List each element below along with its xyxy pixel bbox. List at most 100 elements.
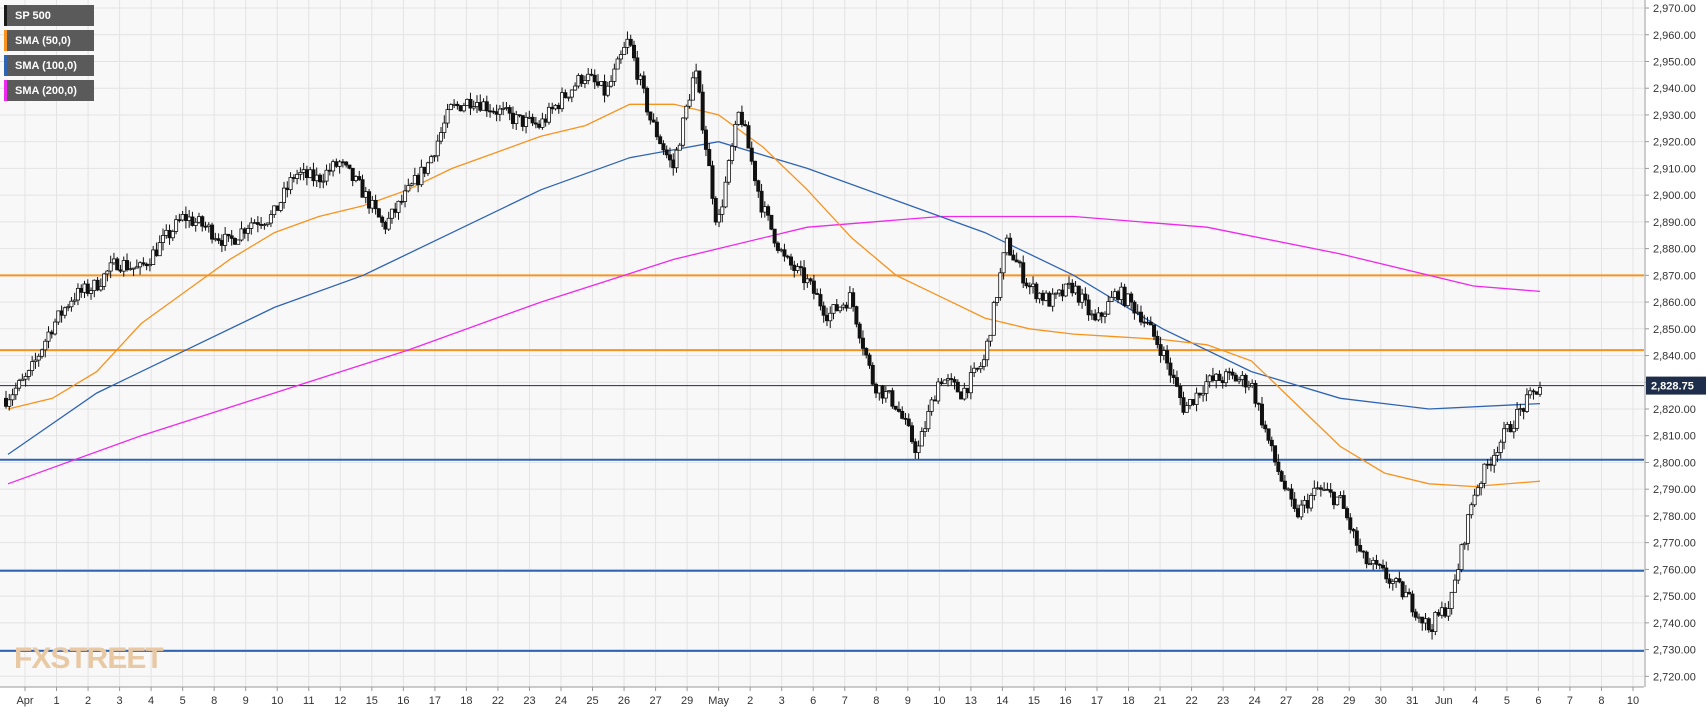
candle-body xyxy=(618,54,623,60)
x-tick-label: 3 xyxy=(779,695,785,707)
candle xyxy=(1008,233,1013,256)
candle-body xyxy=(949,378,954,380)
candle xyxy=(350,167,355,187)
sma-200-line xyxy=(7,215,1541,485)
candle xyxy=(1269,436,1274,452)
candle xyxy=(756,179,761,198)
candle-body xyxy=(860,337,865,349)
candle-body xyxy=(1302,500,1307,506)
candle-body xyxy=(373,199,378,210)
current-price-box xyxy=(1646,376,1706,395)
x-tick-label: 16 xyxy=(397,695,409,707)
candle xyxy=(30,356,35,376)
candle-body xyxy=(226,233,231,237)
candle xyxy=(599,81,604,87)
candle xyxy=(919,427,924,447)
candle xyxy=(268,210,273,227)
candle xyxy=(160,228,165,251)
candle-body xyxy=(772,228,777,244)
candle-body xyxy=(108,262,113,272)
candle-body xyxy=(1423,618,1428,624)
candle-body xyxy=(1021,262,1026,284)
candle-body xyxy=(1057,289,1062,294)
candle xyxy=(906,413,911,427)
candle xyxy=(1459,543,1464,573)
y-tick-label: 2,780.00 xyxy=(1653,511,1696,523)
x-tick-label: 10 xyxy=(933,695,945,707)
x-tick-label: 1 xyxy=(53,695,59,707)
candle-body xyxy=(1325,488,1330,491)
candle xyxy=(641,71,646,94)
candle-body xyxy=(399,200,404,203)
candle xyxy=(968,365,973,400)
candle-body xyxy=(236,239,241,245)
candle-body xyxy=(1034,283,1039,300)
candle xyxy=(700,84,705,134)
candle-body xyxy=(1004,237,1009,254)
candle-body xyxy=(1253,383,1258,404)
candle-body xyxy=(1112,291,1117,298)
candle xyxy=(406,178,411,193)
candle-body xyxy=(213,238,218,241)
candle-body xyxy=(1518,408,1523,410)
candle xyxy=(1237,376,1242,385)
candle-body xyxy=(105,270,110,275)
chart-legend: SP 500 SMA (50,0) SMA (100,0) SMA (200,0… xyxy=(4,5,94,105)
candle-body xyxy=(497,108,502,115)
candle xyxy=(1174,370,1179,388)
candle-body xyxy=(190,216,195,226)
candle-body xyxy=(291,177,296,179)
candle-body xyxy=(831,304,836,314)
candle-body xyxy=(1295,508,1300,518)
candle-body xyxy=(1027,285,1032,288)
candle xyxy=(62,306,67,319)
candle-body xyxy=(697,70,702,93)
candle-body xyxy=(1148,321,1153,326)
sma-50-line xyxy=(7,103,1541,488)
candle xyxy=(442,115,447,139)
candle xyxy=(815,288,820,295)
candle-body xyxy=(887,390,892,393)
x-tick-label: 27 xyxy=(1280,695,1292,707)
candle-body xyxy=(187,216,192,221)
candle-body xyxy=(1099,312,1104,317)
legend-item-sma50[interactable]: SMA (50,0) xyxy=(4,30,94,51)
candle xyxy=(439,126,444,145)
candle-body xyxy=(736,111,741,125)
candle-body xyxy=(7,399,12,407)
candle xyxy=(1083,287,1088,306)
candle xyxy=(746,121,751,149)
candle-body xyxy=(1479,482,1484,489)
x-tick-label: 14 xyxy=(996,695,1008,707)
candle-body xyxy=(880,385,885,399)
candle xyxy=(337,159,342,174)
candle-body xyxy=(759,190,764,213)
candle xyxy=(461,102,466,113)
candle-body xyxy=(1044,292,1049,301)
candle xyxy=(419,159,424,187)
legend-item-sp500[interactable]: SP 500 xyxy=(4,5,94,26)
candle-body xyxy=(1207,375,1212,383)
candle xyxy=(1125,293,1130,308)
candle-body xyxy=(432,155,437,158)
candle xyxy=(278,201,283,213)
candle-body xyxy=(1230,371,1235,376)
candle xyxy=(733,120,738,151)
candle-body xyxy=(596,81,601,86)
candle-body xyxy=(216,238,221,241)
candle xyxy=(373,194,378,215)
candle-body xyxy=(412,175,417,185)
candle-body xyxy=(331,161,336,172)
candle-body xyxy=(1439,607,1444,616)
candle-body xyxy=(1142,321,1147,324)
candle-body xyxy=(219,240,224,246)
candle-body xyxy=(602,81,607,96)
legend-item-sma100[interactable]: SMA (100,0) xyxy=(4,55,94,76)
candle-body xyxy=(779,249,784,252)
candle xyxy=(471,100,476,111)
candle xyxy=(89,287,94,300)
candle-body xyxy=(1178,385,1183,399)
legend-item-sma200[interactable]: SMA (200,0) xyxy=(4,80,94,101)
candle xyxy=(900,406,905,420)
candle-body xyxy=(864,348,869,356)
